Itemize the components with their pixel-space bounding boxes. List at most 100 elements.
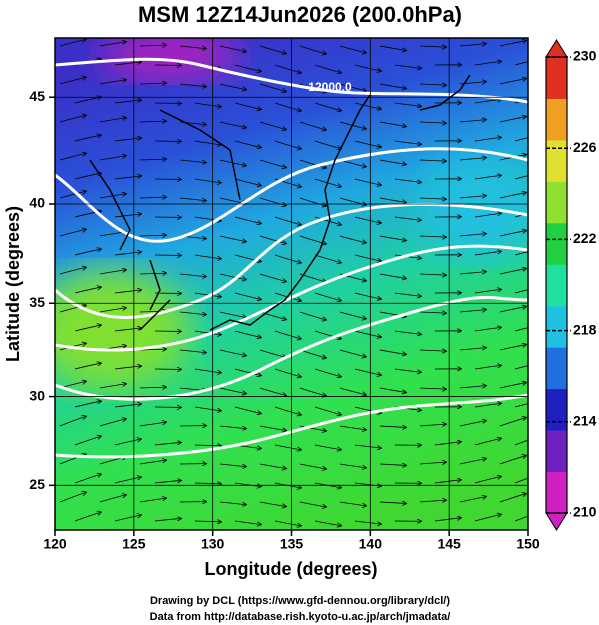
- streamline: [219, 235, 246, 242]
- y-axis-label: Latitude (degrees): [3, 206, 23, 362]
- y-tick-label: 30: [29, 387, 45, 403]
- streamline: [234, 482, 261, 486]
- streamline: [499, 117, 526, 123]
- streamline: [194, 102, 221, 107]
- streamline: [474, 61, 501, 66]
- streamline: [379, 83, 406, 88]
- streamline: [379, 159, 406, 164]
- y-tick-label: 40: [29, 195, 45, 211]
- streamline: [434, 442, 461, 446]
- streamline: [474, 327, 501, 332]
- streamline: [219, 425, 246, 429]
- streamline: [179, 159, 206, 163]
- streamline: [394, 140, 421, 144]
- x-tick-label: 145: [437, 536, 461, 552]
- streamline: [419, 274, 446, 275]
- contour: [55, 296, 528, 401]
- streamline: [274, 102, 301, 111]
- streamline: [459, 234, 486, 237]
- streamline: [59, 115, 86, 123]
- streamline: [474, 175, 501, 180]
- colorbar-tick-label: 214: [573, 413, 597, 429]
- streamline: [114, 328, 141, 332]
- x-tick-label: 120: [43, 536, 67, 552]
- streamline: [234, 330, 261, 337]
- streamline: [339, 45, 366, 53]
- streamline: [419, 84, 446, 85]
- streamline: [194, 178, 221, 183]
- field-cyan: [420, 160, 528, 260]
- streamline: [219, 311, 246, 318]
- streamline: [259, 235, 286, 244]
- streamline: [274, 178, 301, 187]
- streamline: [394, 216, 421, 220]
- streamline: [299, 463, 326, 469]
- streamline: [179, 197, 206, 201]
- streamline: [474, 438, 501, 446]
- contour: [55, 147, 528, 243]
- streamline: [139, 422, 166, 427]
- streamline: [299, 311, 326, 320]
- colorbar-segment: [546, 388, 567, 431]
- streamline: [354, 64, 381, 71]
- x-tick-label: 130: [201, 536, 225, 552]
- streamline: [139, 83, 166, 84]
- streamline: [339, 349, 366, 357]
- streamline: [354, 330, 381, 337]
- streamline: [459, 272, 486, 275]
- streamline: [259, 197, 286, 206]
- streamline: [339, 387, 366, 395]
- streamline: [74, 401, 101, 408]
- streamline: [59, 305, 86, 313]
- colorbar-segment: [546, 264, 567, 307]
- contours: [55, 57, 528, 459]
- streamline: [179, 45, 206, 49]
- streamline: [179, 349, 206, 353]
- streamline: [499, 345, 526, 351]
- streamline: [354, 368, 381, 375]
- streamline: [379, 502, 406, 503]
- streamline: [219, 83, 246, 90]
- streamline: [394, 64, 421, 68]
- streamline: [59, 39, 86, 47]
- streamline: [259, 463, 286, 469]
- streamline: [59, 267, 86, 275]
- streamline: [499, 41, 526, 47]
- streamline: [194, 483, 221, 484]
- streamline: [139, 197, 166, 198]
- streamline: [234, 368, 261, 375]
- streamline: [74, 474, 101, 484]
- colorbar-segment: [546, 222, 567, 265]
- streamline: [274, 406, 301, 415]
- streamline: [139, 498, 166, 503]
- streamline: [114, 100, 141, 104]
- streamline: [339, 425, 366, 430]
- streamline: [419, 312, 446, 313]
- streamline: [314, 444, 341, 450]
- streamline: [419, 46, 446, 47]
- streamline: [379, 197, 406, 202]
- streamline: [99, 384, 126, 389]
- streamline: [274, 64, 301, 73]
- streamline: [219, 273, 246, 280]
- streamline: [474, 137, 501, 142]
- streamline: [314, 330, 341, 339]
- streamline: [354, 482, 381, 486]
- streamline: [114, 252, 141, 256]
- streamline: [459, 421, 486, 427]
- streamline: [139, 387, 166, 388]
- streamline: [474, 514, 501, 522]
- streamline: [114, 138, 141, 142]
- streamline: [179, 273, 206, 277]
- streamline: [339, 83, 366, 91]
- streamline: [339, 235, 366, 243]
- streamline: [459, 386, 486, 389]
- streamline: [474, 213, 501, 218]
- streamline: [499, 79, 526, 85]
- streamline: [99, 42, 126, 47]
- streamline: [259, 83, 286, 92]
- streamline: [314, 368, 341, 377]
- streamline: [59, 416, 86, 427]
- streamline: [379, 464, 406, 465]
- streamline: [299, 273, 326, 282]
